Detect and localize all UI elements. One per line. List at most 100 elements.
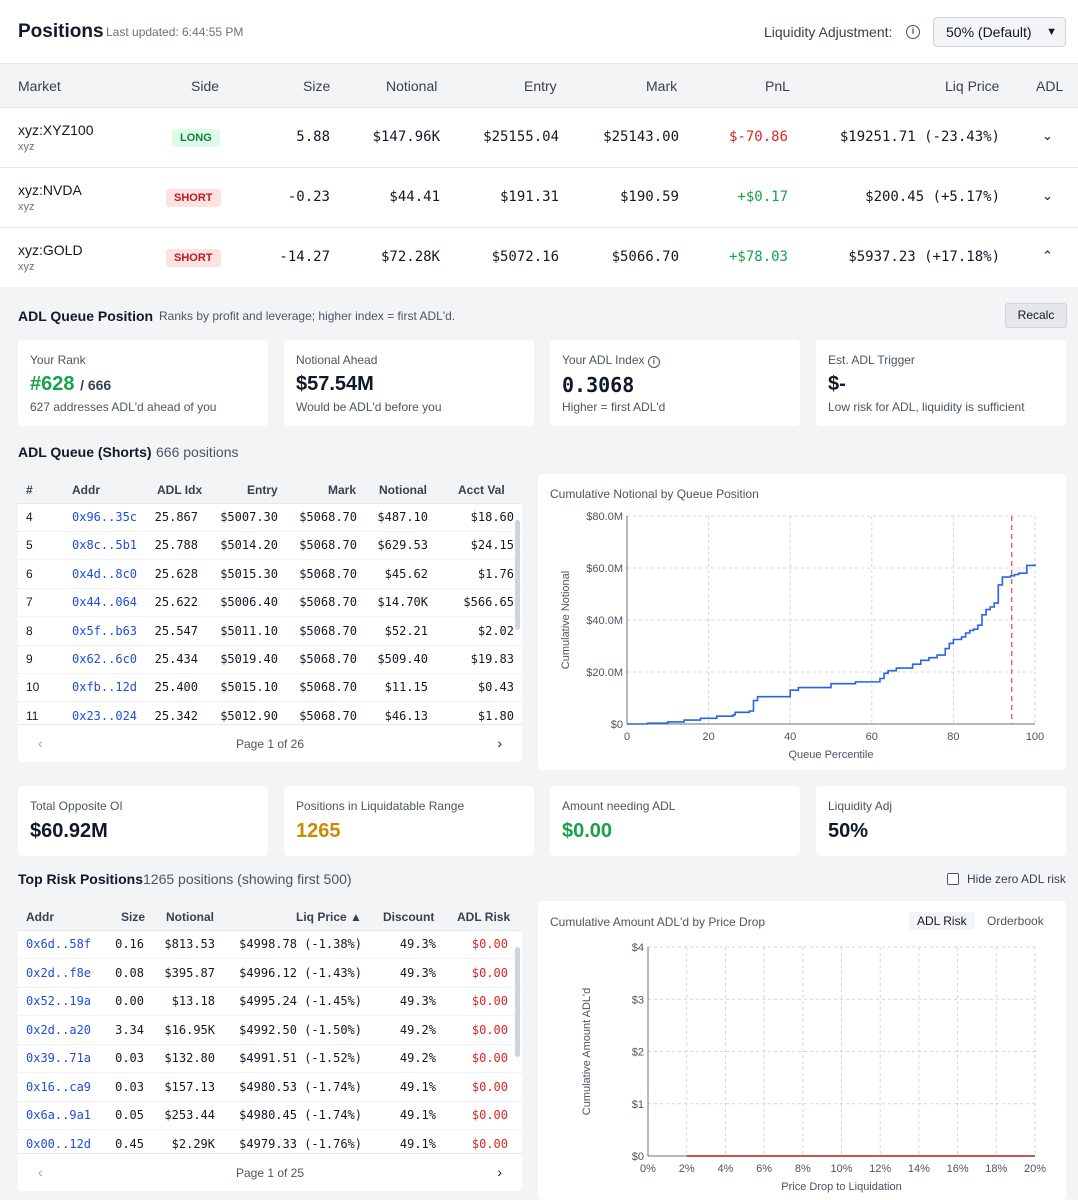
stat-value: $60.92M (30, 820, 108, 842)
scrollbar[interactable] (515, 947, 520, 1057)
table-row[interactable]: 7 0x44..064 25.622 $5006.40 $5068.70 $14.70K $… (18, 589, 522, 618)
col-market: Market (18, 78, 61, 94)
addr-link[interactable]: 0x44..064 (72, 595, 138, 610)
table-row[interactable]: 4 0x96..35c 25.867 $5007.30 $5068.70 $487.10 $… (18, 504, 522, 532)
liq-price-cell: $4980.45 (-1.74%) (239, 1108, 362, 1122)
size-cell: 0.16 (115, 937, 144, 951)
table-row[interactable]: 8 0x5f..b63 25.547 $5011.10 $5068.70 $52.21 $2… (18, 618, 522, 646)
addr-link[interactable]: 0x16..ca9 (26, 1079, 92, 1094)
stat-card: Amount needing ADL $0.00 (550, 786, 800, 856)
y-tick-label: $1 (632, 1099, 644, 1111)
notional-cell: $45.62 (384, 566, 428, 581)
x-tick-label: 80 (947, 731, 959, 743)
table-row[interactable]: 6 0x4d..8c0 25.628 $5015.30 $5068.70 $45.62 $1… (18, 561, 522, 589)
addr-link[interactable]: 0x5f..b63 (72, 623, 138, 638)
notional-cell: $14.70K (377, 595, 428, 610)
y-tick-label: $2 (632, 1047, 644, 1059)
addr-link[interactable]: 0x00..12d (26, 1136, 92, 1151)
next-page-button[interactable]: › (497, 1164, 502, 1180)
col-liq-price: Liq Price (945, 78, 1000, 94)
liquidity-adjustment-select[interactable]: 50% (Default) ▼ (933, 17, 1066, 47)
chevron-down-icon: ▼ (1046, 26, 1057, 38)
discount-cell: 49.2% (399, 1022, 436, 1037)
table-row[interactable]: 0x2d..f8e 0.08 $395.87 $4996.12 (-1.43%) 49.… (18, 960, 522, 988)
addr-link[interactable]: 0xfb..12d (72, 680, 138, 695)
chevron-down-icon[interactable]: ⌄ (1042, 128, 1053, 143)
addr-link[interactable]: 0x23..024 (72, 708, 138, 723)
stat-card: Total Opposite OI $60.92M (18, 786, 268, 856)
addr-link[interactable]: 0x52..19a (26, 994, 92, 1008)
position-row[interactable]: xyz:XYZ100 xyz LONG 5.88 $147.96K $25155… (0, 108, 1078, 168)
table-row[interactable]: 10 0xfb..12d 25.400 $5015.10 $5068.70 $11.15 $… (18, 674, 522, 703)
entry-cell: $5011.10 (220, 623, 278, 638)
market-sub: xyz (18, 201, 35, 213)
addr-link[interactable]: 0x4d..8c0 (72, 566, 138, 581)
addr-link[interactable]: 0x6d..58f (26, 937, 92, 951)
positions-table-header: Market Side Size Notional Entry Mark PnL… (0, 64, 1078, 108)
table-row[interactable]: 0x39..71a 0.03 $132.80 $4991.51 (-1.52%) 49.… (18, 1045, 522, 1073)
prev-page-button[interactable]: ‹ (38, 1164, 43, 1180)
table-row[interactable]: 0x6d..58f 0.16 $813.53 $4998.78 (-1.38%) 49.… (18, 931, 522, 959)
recalc-button[interactable]: Recalc (1005, 303, 1067, 328)
info-icon[interactable]: i (906, 25, 920, 39)
top-risk-title: Top Risk Positions (18, 871, 143, 887)
liq-price-cell: $4992.50 (-1.50%) (239, 1022, 362, 1037)
chevron-up-icon[interactable]: ⌃ (1042, 248, 1053, 263)
col-discount: Discount (383, 910, 435, 924)
col-liq-price[interactable]: Liq Price ▲ (296, 910, 362, 924)
rank-number: #628 (30, 373, 75, 395)
table-header: Addr Size Notional Liq Price ▲ Discount … (18, 901, 522, 931)
info-icon[interactable]: i (647, 356, 660, 368)
table-row[interactable]: 0x2d..a20 3.34 $16.95K $4992.50 (-1.50%) 49.… (18, 1017, 522, 1045)
stat-label: Liquidity Adj (828, 799, 893, 813)
adl-index-card: Your ADL Index i 0.3068 Higher = first A… (550, 340, 800, 426)
table-row[interactable]: 9 0x62..6c0 25.434 $5019.40 $5068.70 $509.40 $… (18, 646, 522, 674)
addr-link[interactable]: 0x8c..5b1 (72, 538, 138, 553)
table-row[interactable]: 5 0x8c..5b1 25.788 $5014.20 $5068.70 $629.53 $… (18, 532, 522, 561)
col-notional: Notional (166, 910, 214, 924)
liq-price-value: $19251.71 (-23.43%) (839, 129, 1000, 145)
tab-orderbook[interactable]: Orderbook (987, 914, 1044, 928)
hide-zero-checkbox[interactable] (947, 873, 959, 885)
x-tick-label: 60 (866, 731, 878, 743)
scrollbar[interactable] (515, 520, 520, 630)
entry-cell: $5007.30 (220, 510, 278, 524)
size-cell: 3.34 (115, 1022, 144, 1037)
rank-note: 627 addresses ADL'd ahead of you (30, 400, 217, 414)
prev-page-button[interactable]: ‹ (38, 735, 43, 751)
mark-value: $25143.00 (603, 129, 679, 145)
notional-cell: $509.40 (377, 652, 428, 666)
liq-price-value: $5937.23 (+17.18%) (848, 249, 1000, 265)
next-page-button[interactable]: › (497, 735, 502, 751)
entry-cell: $5015.30 (220, 566, 278, 581)
y-axis-label: Cumulative Notional (560, 571, 572, 669)
tab-adl-risk[interactable]: ADL Risk (909, 912, 975, 930)
table-row[interactable]: 0x52..19a 0.00 $13.18 $4995.24 (-1.45%) 49.3… (18, 988, 522, 1016)
pnl-value: +$0.17 (737, 189, 788, 205)
addr-link[interactable]: 0x62..6c0 (72, 652, 138, 666)
chevron-down-icon[interactable]: ⌄ (1042, 188, 1053, 203)
discount-cell: 49.1% (399, 1108, 436, 1122)
adl-queue-count: 666 positions (156, 444, 239, 460)
notional-value: $72.28K (380, 249, 440, 265)
addr-link[interactable]: 0x2d..f8e (26, 965, 92, 980)
table-row[interactable]: 0x16..ca9 0.03 $157.13 $4980.53 (-1.74%) 49.… (18, 1074, 522, 1102)
adl-queue-position-title: ADL Queue Position (18, 308, 154, 324)
notional-value: $147.96K (372, 129, 440, 145)
adl-idx-cell: 25.342 (154, 708, 198, 723)
adl-risk-cell: $0.00 (471, 1136, 508, 1151)
side-badge: SHORT (166, 189, 221, 207)
size-cell: 0.03 (115, 1079, 144, 1094)
table-row[interactable]: 0x6a..9a1 0.05 $253.44 $4980.45 (-1.74%) 49.… (18, 1102, 522, 1130)
notional-cell: $11.15 (384, 680, 428, 695)
adl-queue-position-subtitle: Ranks by profit and leverage; higher ind… (159, 309, 456, 323)
addr-link[interactable]: 0x39..71a (26, 1051, 92, 1065)
side-badge: LONG (172, 129, 220, 147)
position-row[interactable]: xyz:NVDA xyz SHORT -0.23 $44.41 $191.31 … (0, 168, 1078, 228)
position-row[interactable]: xyz:GOLD xyz SHORT -14.27 $72.28K $5072.… (0, 228, 1078, 288)
addr-link[interactable]: 0x6a..9a1 (26, 1108, 92, 1122)
pnl-value: $-70.86 (728, 129, 788, 145)
acct-val-cell: $19.83 (470, 652, 514, 666)
addr-link[interactable]: 0x2d..a20 (26, 1022, 92, 1037)
addr-link[interactable]: 0x96..35c (72, 510, 138, 524)
